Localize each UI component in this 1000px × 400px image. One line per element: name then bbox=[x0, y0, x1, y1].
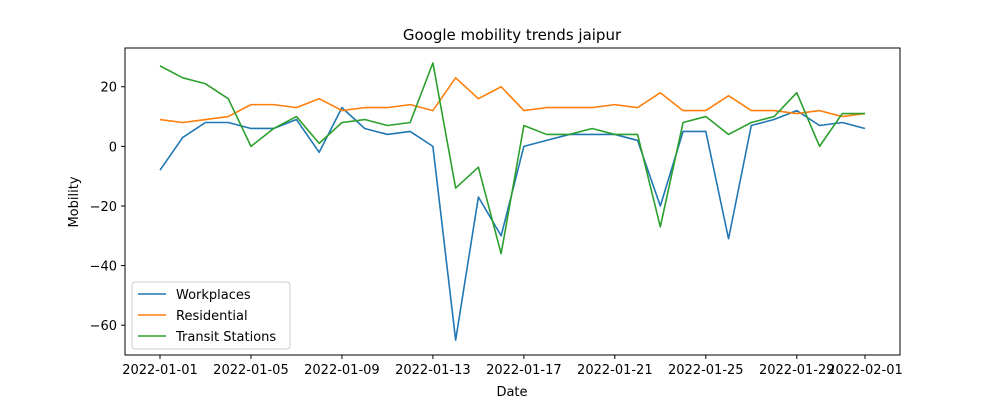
x-tick-label: 2022-01-17 bbox=[486, 363, 562, 378]
x-tick-label: 2022-01-13 bbox=[395, 363, 471, 378]
legend-label: Workplaces bbox=[176, 288, 251, 303]
y-axis: −60 −40 −20 0 20 bbox=[90, 81, 125, 334]
x-tick-label: 2022-01-29 bbox=[759, 363, 835, 378]
x-tick-label: 2022-01-25 bbox=[668, 363, 744, 378]
legend-box bbox=[131, 281, 291, 350]
x-tick-label: 2022-01-21 bbox=[577, 363, 653, 378]
x-axis: 2022-01-01 2022-01-05 2022-01-09 2022-01-13… bbox=[122, 355, 903, 378]
chart-title: Google mobility trends jaipur bbox=[403, 26, 622, 44]
legend-label: Transit Stations bbox=[175, 330, 276, 345]
y-tick-label: −60 bbox=[90, 319, 117, 334]
legend-label: Residential bbox=[176, 309, 248, 324]
x-tick-label: 2022-01-05 bbox=[213, 363, 289, 378]
legend: Workplaces Residential Transit Stations bbox=[131, 281, 291, 350]
y-tick-label: −20 bbox=[90, 200, 117, 215]
series-line-residential bbox=[159, 77, 866, 124]
plot-frame bbox=[124, 47, 901, 356]
series-line-transit-stations bbox=[159, 62, 865, 255]
y-tick-label: 20 bbox=[100, 81, 117, 96]
x-tick-label: 2022-01-01 bbox=[122, 363, 198, 378]
y-axis-title: Mobility bbox=[67, 176, 82, 227]
series-layer bbox=[159, 62, 866, 341]
x-tick-label: 2022-02-01 bbox=[827, 363, 903, 378]
x-axis-title: Date bbox=[496, 385, 527, 400]
y-tick-label: 0 bbox=[109, 140, 117, 155]
x-tick-label: 2022-01-09 bbox=[304, 363, 380, 378]
y-tick-label: −40 bbox=[90, 260, 117, 275]
